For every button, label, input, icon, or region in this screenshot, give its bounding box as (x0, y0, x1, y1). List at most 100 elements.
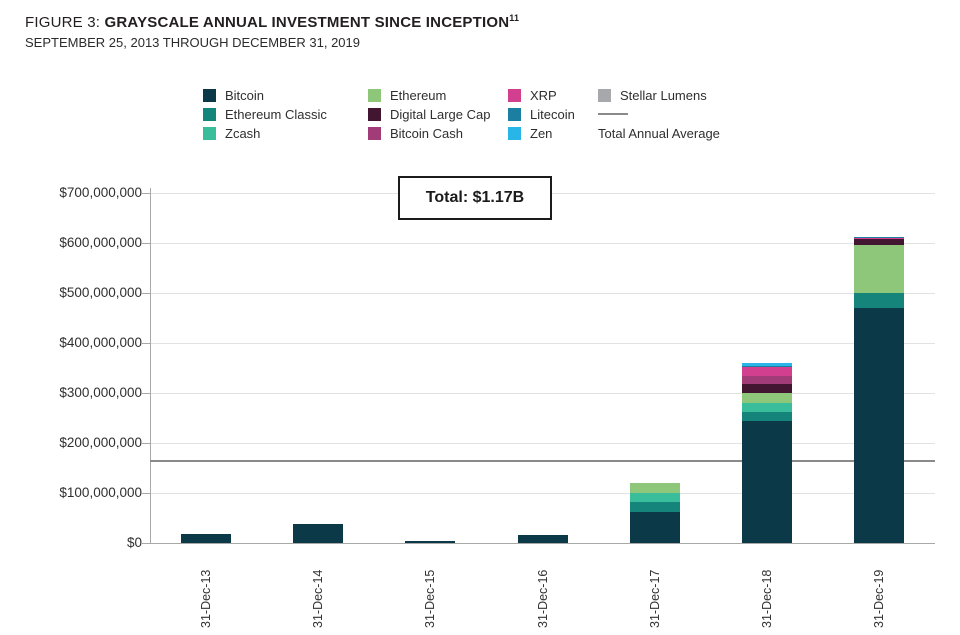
y-axis-tick-label: $400,000,000 (59, 335, 142, 350)
gridline (150, 293, 935, 294)
legend-item: XRP (508, 86, 575, 105)
bar-segment-ethereum (853, 245, 904, 293)
legend-color-swatch (203, 89, 216, 102)
total-annotation: Total: $1.17B (398, 176, 552, 220)
figure-title-text: GRAYSCALE ANNUAL INVESTMENT SINCE INCEPT… (104, 14, 510, 31)
y-axis-tick-label: $700,000,000 (59, 185, 142, 200)
legend-color-swatch (508, 89, 521, 102)
bar-segment-bitcoin (629, 511, 680, 543)
legend-item-label: Litecoin (530, 107, 575, 122)
x-axis-line (150, 543, 935, 544)
legend-item: Bitcoin Cash (368, 124, 490, 143)
y-axis-tick (142, 543, 150, 544)
x-axis-tick-label: 31-Dec-16 (535, 569, 550, 628)
bar-segment-ethereum (629, 483, 680, 493)
x-axis-tick-label: 31-Dec-13 (199, 569, 214, 628)
bar-segment-bitcoin (853, 307, 904, 543)
bar-segment-bitcoin (293, 524, 344, 543)
x-axis-tick-label: 31-Dec-18 (759, 569, 774, 628)
bar-segment-xrp (741, 367, 792, 376)
legend-color-swatch (598, 89, 611, 102)
bar-segment-litecoin (853, 236, 904, 238)
gridline (150, 393, 935, 394)
y-axis-tick-label: $300,000,000 (59, 385, 142, 400)
y-axis-tick (142, 493, 150, 494)
figure-number: FIGURE 3: (25, 14, 105, 31)
bar-segment-bitcoin (517, 534, 568, 543)
x-axis-tick-label: 31-Dec-17 (647, 569, 662, 628)
chart-header: FIGURE 3: GRAYSCALE ANNUAL INVESTMENT SI… (25, 13, 519, 50)
bar-segment-zen (741, 363, 792, 366)
legend-item-label: Stellar Lumens (620, 88, 707, 103)
legend-column: Ethereum Digital Large Cap Bitcoin Cash (368, 86, 490, 143)
bar-segment-digital-large-cap (853, 239, 904, 245)
legend-item-label: Zen (530, 126, 553, 141)
legend-item: Bitcoin (203, 86, 327, 105)
y-axis-tick (142, 293, 150, 294)
y-axis-tick-label: $500,000,000 (59, 285, 142, 300)
legend-item-label: Ethereum Classic (225, 107, 327, 122)
legend-item-label: Ethereum (390, 88, 447, 103)
gridline (150, 343, 935, 344)
bar-segment-ethereum-classic (853, 292, 904, 308)
legend-item-label: Zcash (225, 126, 261, 141)
legend-color-swatch (368, 127, 381, 140)
figure-title-footnote: 11 (509, 13, 520, 23)
gridline (150, 243, 935, 244)
x-axis-tick-label: 31-Dec-19 (871, 569, 886, 628)
y-axis-tick-label: $200,000,000 (59, 435, 142, 450)
legend-color-swatch (368, 108, 381, 121)
x-axis-tick-label: 31-Dec-14 (311, 569, 326, 628)
legend-color-swatch (508, 108, 521, 121)
x-axis-tick-label: 31-Dec-15 (423, 569, 438, 628)
y-axis-tick (142, 193, 150, 194)
y-axis-tick (142, 393, 150, 394)
figure-subtitle: SEPTEMBER 25, 2013 THROUGH DECEMBER 31, … (25, 35, 360, 50)
bar-segment-bitcoin (405, 541, 456, 543)
average-line-swatch (598, 113, 628, 115)
bar-segment-ethereum (741, 392, 792, 403)
legend-column: Stellar Lumens Total Annual Average (598, 86, 720, 143)
legend-item: Digital Large Cap (368, 105, 490, 124)
legend-item: Zcash (203, 124, 327, 143)
gridline (150, 443, 935, 444)
legend-column: Bitcoin Ethereum Classic Zcash (203, 86, 327, 143)
legend-item-label: Digital Large Cap (390, 107, 491, 122)
figure-title: FIGURE 3: GRAYSCALE ANNUAL INVESTMENT SI… (25, 13, 519, 31)
y-axis-tick (142, 443, 150, 444)
legend-item: Litecoin (508, 105, 575, 124)
bar-segment-zcash (741, 403, 792, 412)
legend-color-swatch (508, 127, 521, 140)
legend-item: Ethereum Classic (203, 105, 327, 124)
legend-item: Ethereum (368, 86, 490, 105)
legend-item-label: Bitcoin (225, 88, 265, 103)
legend-item: Stellar Lumens (598, 86, 720, 105)
legend-color-swatch (203, 108, 216, 121)
y-axis-tick-label: $600,000,000 (59, 235, 142, 250)
bar-segment-ethereum-classic (629, 501, 680, 512)
bar-segment-ethereum-classic (741, 411, 792, 421)
y-axis-tick (142, 343, 150, 344)
bar-segment-xrp (853, 238, 904, 239)
bar-segment-digital-large-cap (741, 384, 792, 393)
chart-legend: Bitcoin Ethereum Classic Zcash Ethereum Digi… (0, 86, 960, 144)
bar-segment-bitcoin (741, 421, 792, 543)
bar-segment-bitcoin (181, 534, 232, 543)
bar-segment-bitcoin-cash (741, 375, 792, 384)
bar-segment-litecoin (741, 365, 792, 367)
y-axis-line (150, 188, 151, 544)
gridline (150, 493, 935, 494)
legend-color-swatch (368, 89, 381, 102)
y-axis-tick-label: $0 (126, 535, 142, 550)
y-axis-tick (142, 243, 150, 244)
legend-item-label: XRP (530, 88, 557, 103)
y-axis-tick-label: $100,000,000 (59, 485, 142, 500)
average-line (150, 460, 935, 462)
legend-item: Total Annual Average (598, 124, 720, 143)
legend-item: Zen (508, 124, 575, 143)
legend-column: XRP Litecoin Zen (508, 86, 575, 143)
legend-item-label: Total Annual Average (598, 126, 720, 141)
legend-color-swatch (203, 127, 216, 140)
